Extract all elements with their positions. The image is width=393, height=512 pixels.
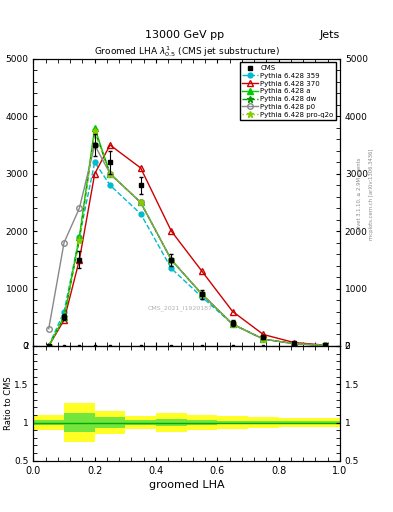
Text: mcplots.cern.ch [arXiv:1306.3436]: mcplots.cern.ch [arXiv:1306.3436] <box>369 149 374 240</box>
Y-axis label: Ratio to CMS: Ratio to CMS <box>4 376 13 430</box>
Text: Jets: Jets <box>320 30 340 40</box>
Text: CMS_2021_I1920187: CMS_2021_I1920187 <box>148 306 213 311</box>
Y-axis label: $\frac{1}{\mathrm{N}}\frac{\mathrm{d}^2\mathrm{N}}{\mathrm{d}p_\mathrm{T}\mathrm: $\frac{1}{\mathrm{N}}\frac{\mathrm{d}^2\… <box>0 188 4 217</box>
Legend: CMS, Pythia 6.428 359, Pythia 6.428 370, Pythia 6.428 a, Pythia 6.428 dw, Pythia: CMS, Pythia 6.428 359, Pythia 6.428 370,… <box>240 62 336 120</box>
Text: Rivet 3.1.10, ≥ 2.9M events: Rivet 3.1.10, ≥ 2.9M events <box>357 158 362 231</box>
Title: Groomed LHA $\lambda^{1}_{0.5}$ (CMS jet substructure): Groomed LHA $\lambda^{1}_{0.5}$ (CMS jet… <box>94 44 280 59</box>
Text: 13000 GeV pp: 13000 GeV pp <box>145 30 224 40</box>
X-axis label: groomed LHA: groomed LHA <box>149 480 224 490</box>
